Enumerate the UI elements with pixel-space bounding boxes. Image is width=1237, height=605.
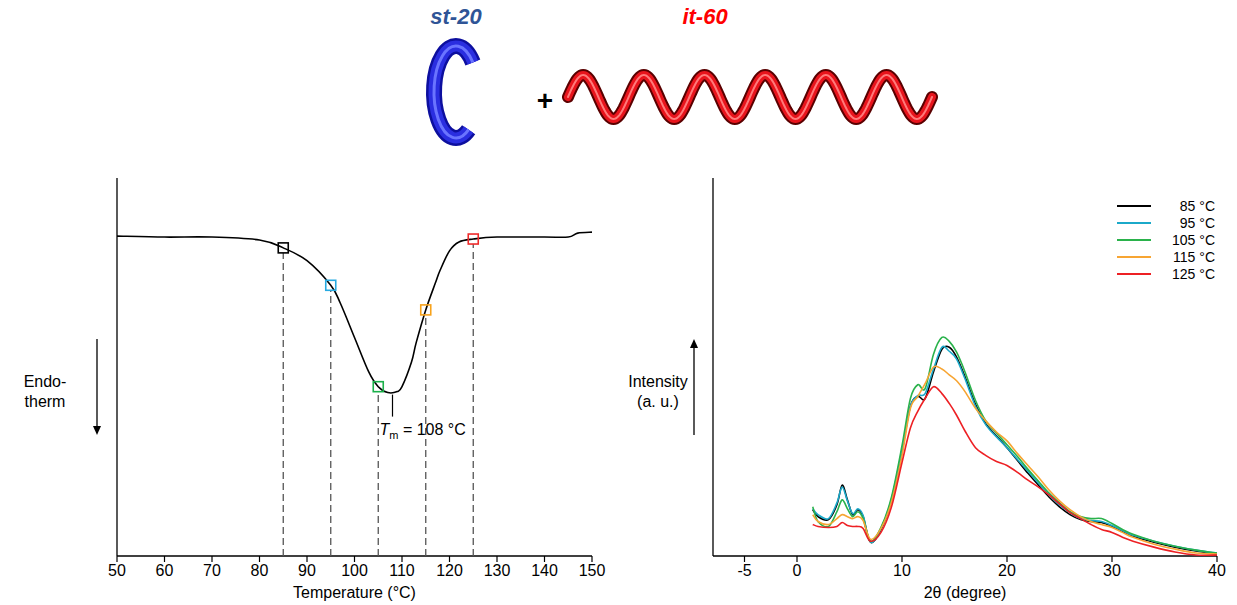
annotation-label: Tm = 108 °C [380,421,466,441]
series-line [813,366,1217,554]
guide-line [330,290,331,556]
x-tick-label: -5 [737,562,751,579]
annotation-line [392,395,393,417]
plot-area [813,337,1217,555]
x-tick-label: 120 [436,562,463,579]
y-arrow-head [690,339,698,348]
x-tick-label: 30 [1103,562,1121,579]
guide-line [283,253,284,556]
panel: 50 60 70 80 90 100 110 120 130 140 150 Temperature … [24,178,606,601]
x-tick-label: 60 [156,562,174,579]
marker [373,382,383,392]
guide-line [378,392,379,556]
ring-icon [434,46,473,138]
panel: -5 0 10 20 30 40 2θ (degree) Intensity (a. u.) 85… [628,178,1226,601]
x-tick-label: 150 [579,562,606,579]
x-tick-label: 140 [531,562,558,579]
y-arrow-head [93,426,101,435]
header-label: st-20 [430,4,482,29]
series-line [813,346,1217,554]
series-line [813,387,1217,556]
legend-label: 115 °C [1173,249,1215,265]
x-tick-label: 100 [341,562,368,579]
annotation-part: = 108 °C [398,421,465,438]
y-axis-title-line: therm [25,393,66,410]
legend: 85 °C95 °C105 °C115 °C125 °C [1117,198,1215,282]
guide-line [473,244,474,556]
helix-icon [568,75,932,119]
x-tick-label: 80 [251,562,269,579]
legend-swatch [1117,222,1151,224]
y-axis [116,178,117,556]
x-tick-label: 130 [484,562,511,579]
legend-label: 125 °C [1172,266,1215,282]
annotation-part: m [389,429,398,441]
header: st-20 it-60 + [430,4,932,138]
series-line [117,232,592,393]
header-label: it-60 [682,4,728,29]
x-axis-title: 2θ (degree) [924,584,1007,601]
y-axis-title-line: (a. u.) [637,393,679,410]
y-axis-title: Endo-therm [24,373,67,410]
marker [468,234,478,244]
legend-swatch [1117,239,1151,241]
plot-area [117,232,592,556]
x-axis-title: Temperature (°C) [293,584,416,601]
figure: st-20it-60+5060708090100110120130140150T… [0,0,1237,605]
legend-swatch [1117,205,1151,207]
series-line [813,346,1217,553]
y-axis-title-line: Endo- [24,373,67,390]
y-axis-title: Intensity (a. u.) [628,373,688,410]
legend-label: 105 °C [1172,232,1215,248]
legend-label: 85 °C [1180,198,1215,214]
ring-highlight [434,46,473,138]
x-tick-label: 40 [1208,562,1226,579]
y-axis [712,178,713,556]
x-tick-label: 90 [298,562,316,579]
helix-icon [568,75,932,119]
legend-label: 95 °C [1180,215,1215,231]
y-arrow [96,339,97,427]
x-tick-label: 20 [998,562,1016,579]
marker [326,280,336,290]
x-tick-label: 50 [108,562,126,579]
legend-swatch [1117,273,1151,275]
marker [421,305,431,315]
x-axis [713,555,1217,556]
series-line [813,337,1217,553]
helix-highlight [568,75,932,119]
x-tick-label: 10 [893,562,911,579]
plus-sign: + [537,85,553,116]
x-tick-label: 0 [793,562,802,579]
legend-swatch [1117,256,1151,258]
x-tick-label: 110 [389,562,415,579]
x-tick-label: 70 [203,562,221,579]
y-axis-title-line: Intensity [628,373,688,390]
y-arrow [693,347,694,435]
marker [278,243,288,253]
ring-icon [434,46,473,138]
